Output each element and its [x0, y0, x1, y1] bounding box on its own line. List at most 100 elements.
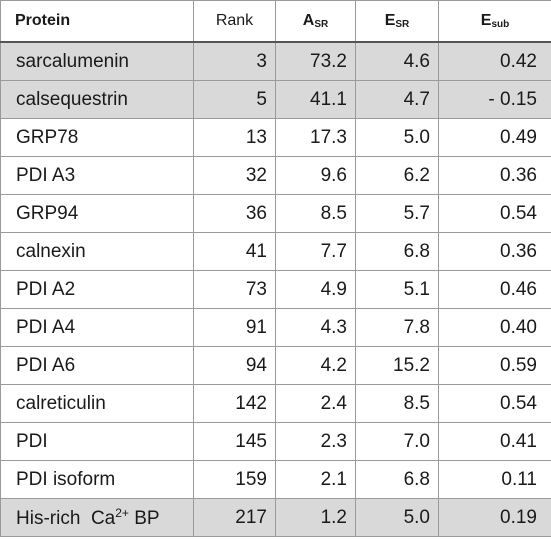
protein-name: GRP78: [16, 126, 79, 148]
cell-esub: 0.11: [438, 460, 551, 499]
cell-rank: 94: [193, 346, 276, 385]
cell-rank: 159: [193, 460, 276, 499]
cell-rank: 145: [193, 422, 276, 461]
table-row: sarcalumenin 3 73.2 4.6 0.42: [0, 41, 551, 81]
cell-esr: 15.2: [355, 346, 439, 385]
cell-esr: 4.6: [355, 41, 439, 81]
cell-esub: 0.54: [438, 194, 551, 233]
cell-esub: 0.54: [438, 384, 551, 423]
cell-rank: 41: [193, 232, 276, 271]
cell-asr: 73.2: [275, 41, 356, 81]
protein-name: GRP94: [16, 202, 79, 224]
cell-esr: 6.8: [355, 460, 439, 499]
protein-name: calnexin: [16, 240, 86, 262]
table-row: PDI A4 91 4.3 7.8 0.40: [0, 308, 551, 347]
cell-protein: PDI A3: [0, 156, 194, 195]
cell-esr: 6.2: [355, 156, 439, 195]
header-esub-sub: sub: [491, 19, 510, 30]
cell-esub: 0.19: [438, 498, 551, 537]
table-header: Protein Rank ASR ESR Esub: [0, 0, 551, 43]
table-row: His-rich Ca2+ BP 217 1.2 5.0 0.19: [0, 498, 551, 537]
table-row: calnexin 41 7.7 6.8 0.36: [0, 232, 551, 271]
cell-esr: 4.7: [355, 80, 439, 119]
protein-name: PDI A3: [16, 164, 76, 186]
cell-esr: 6.8: [355, 232, 439, 271]
cell-esub: 0.46: [438, 270, 551, 309]
cell-asr: 4.2: [275, 346, 356, 385]
cell-esr: 5.1: [355, 270, 439, 309]
header-row: Protein Rank ASR ESR Esub: [0, 0, 551, 43]
cell-esub: 0.41: [438, 422, 551, 461]
cell-esub: 0.59: [438, 346, 551, 385]
cell-asr: 2.4: [275, 384, 356, 423]
protein-name: calreticulin: [16, 392, 106, 414]
cell-esr: 5.7: [355, 194, 439, 233]
header-esub: Esub: [438, 0, 551, 43]
cell-esub: 0.42: [438, 41, 551, 81]
cell-asr: 2.3: [275, 422, 356, 461]
cell-asr: 8.5: [275, 194, 356, 233]
cell-rank: 142: [193, 384, 276, 423]
protein-name: calsequestrin: [16, 88, 128, 110]
cell-rank: 3: [193, 41, 276, 81]
header-asr-main: A: [302, 12, 315, 29]
cell-esr: 5.0: [355, 498, 439, 537]
protein-name-suffix: BP: [128, 507, 160, 529]
protein-name: PDI A6: [16, 354, 76, 376]
cell-protein: PDI isoform: [0, 460, 194, 499]
header-esr-sub: SR: [395, 19, 410, 30]
cell-asr: 2.1: [275, 460, 356, 499]
cell-protein: PDI A4: [0, 308, 194, 347]
protein-name: His-rich Ca: [16, 507, 116, 529]
table-row: PDI isoform 159 2.1 6.8 0.11: [0, 460, 551, 499]
cell-asr: 4.3: [275, 308, 356, 347]
cell-esub: 0.36: [438, 156, 551, 195]
cell-rank: 73: [193, 270, 276, 309]
cell-esr: 7.8: [355, 308, 439, 347]
cell-protein: calnexin: [0, 232, 194, 271]
cell-asr: 7.7: [275, 232, 356, 271]
table-row: calreticulin 142 2.4 8.5 0.54: [0, 384, 551, 423]
cell-protein: GRP94: [0, 194, 194, 233]
cell-rank: 13: [193, 118, 276, 157]
cell-protein: PDI: [0, 422, 194, 461]
cell-asr: 1.2: [275, 498, 356, 537]
protein-name: PDI A2: [16, 278, 76, 300]
cell-esr: 8.5: [355, 384, 439, 423]
cell-rank: 32: [193, 156, 276, 195]
cell-asr: 4.9: [275, 270, 356, 309]
table-row: PDI 145 2.3 7.0 0.41: [0, 422, 551, 461]
table-row: PDI A2 73 4.9 5.1 0.46: [0, 270, 551, 309]
header-esr: ESR: [355, 0, 439, 43]
cell-esub: 0.49: [438, 118, 551, 157]
header-esr-main: E: [384, 12, 396, 29]
protein-name: PDI A4: [16, 316, 76, 338]
cell-asr: 41.1: [275, 80, 356, 119]
protein-name: PDI: [16, 430, 48, 452]
cell-rank: 36: [193, 194, 276, 233]
cell-protein: His-rich Ca2+ BP: [0, 498, 194, 537]
cell-protein: calreticulin: [0, 384, 194, 423]
table-body: sarcalumenin 3 73.2 4.6 0.42 calsequestrin 5 41…: [0, 41, 551, 537]
cell-protein: sarcalumenin: [0, 41, 194, 81]
header-rank: Rank: [193, 0, 276, 43]
header-protein: Protein: [0, 0, 194, 43]
cell-esub: 0.40: [438, 308, 551, 347]
cell-rank: 217: [193, 498, 276, 537]
table-row: PDI A6 94 4.2 15.2 0.59: [0, 346, 551, 385]
cell-esr: 5.0: [355, 118, 439, 157]
protein-name: PDI isoform: [16, 468, 116, 490]
cell-protein: PDI A2: [0, 270, 194, 309]
cell-esub: 0.36: [438, 232, 551, 271]
cell-esub: - 0.15: [438, 80, 551, 119]
cell-protein: GRP78: [0, 118, 194, 157]
cell-protein: PDI A6: [0, 346, 194, 385]
header-esub-main: E: [480, 12, 492, 29]
table-row: GRP94 36 8.5 5.7 0.54: [0, 194, 551, 233]
table-row: GRP78 13 17.3 5.0 0.49: [0, 118, 551, 157]
header-asr-sub: SR: [314, 19, 329, 30]
protein-name: sarcalumenin: [16, 50, 129, 72]
header-asr: ASR: [275, 0, 356, 43]
table-row: PDI A3 32 9.6 6.2 0.36: [0, 156, 551, 195]
